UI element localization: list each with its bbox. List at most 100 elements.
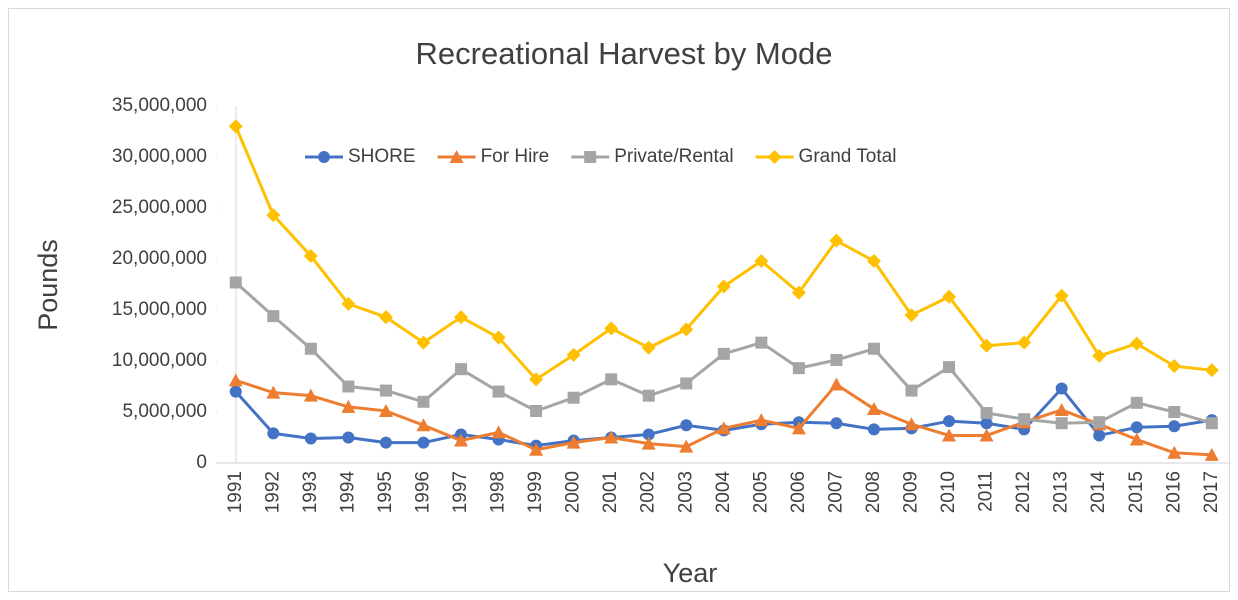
data-point (304, 342, 317, 355)
data-point (491, 330, 506, 345)
legend-label: For Hire (481, 146, 550, 167)
data-point (792, 362, 805, 375)
x-tick-label: 2002 (638, 471, 659, 513)
legend-item: For Hire (437, 146, 550, 167)
data-point (454, 433, 469, 447)
data-point (566, 435, 581, 449)
data-point (604, 321, 619, 336)
data-point (566, 347, 581, 362)
data-point (680, 377, 693, 390)
data-point (755, 336, 768, 349)
data-point (754, 254, 769, 269)
data-point (266, 385, 281, 399)
x-tick-label: 2015 (1126, 471, 1147, 513)
data-point (980, 407, 993, 420)
data-point (1092, 348, 1107, 363)
data-point (491, 425, 506, 439)
data-point (416, 418, 431, 432)
data-point (791, 421, 806, 435)
x-tick-label: 1991 (225, 471, 246, 513)
data-point (905, 384, 918, 397)
data-point (1017, 335, 1032, 350)
data-point (303, 388, 318, 402)
data-point (1168, 406, 1181, 418)
x-tick-label: 2006 (788, 471, 809, 513)
data-point (943, 415, 956, 428)
data-point (492, 385, 505, 398)
data-point (417, 436, 430, 449)
data-point (943, 361, 956, 374)
data-point (1093, 416, 1106, 429)
data-point (830, 417, 843, 430)
y-tick-label: 25,000,000 (112, 197, 207, 218)
data-point (341, 399, 356, 413)
data-point (342, 431, 355, 444)
data-point (341, 296, 356, 311)
data-point (342, 380, 355, 393)
legend-label: SHORE (348, 146, 416, 167)
data-point (228, 373, 243, 387)
y-tick-label: 10,000,000 (112, 350, 207, 371)
data-point (866, 254, 881, 269)
x-tick-label: 2001 (600, 471, 621, 513)
data-point (1129, 336, 1144, 351)
legend-marker (449, 150, 464, 163)
x-tick-label: 2011 (976, 471, 997, 512)
data-point (641, 436, 656, 450)
chart-border (8, 8, 1230, 592)
data-point (229, 276, 242, 289)
y-tick-label: 15,000,000 (112, 299, 207, 320)
data-point (830, 353, 843, 366)
data-point (717, 347, 730, 360)
data-point (567, 391, 580, 404)
x-axis-title: Year (663, 558, 718, 588)
data-point (266, 208, 281, 223)
x-tick-label: 2007 (825, 471, 846, 513)
legend-item: Grand Total (755, 146, 897, 167)
data-point (642, 428, 655, 441)
x-tick-label: 2009 (901, 471, 922, 513)
chart-title: Recreational Harvest by Mode (416, 36, 833, 71)
data-point (980, 417, 993, 430)
data-point (904, 308, 919, 323)
data-point (455, 363, 468, 376)
data-point (904, 417, 919, 431)
y-tick-label: 35,000,000 (112, 95, 207, 116)
data-point (529, 372, 544, 387)
y-tick-label: 5,000,000 (122, 401, 207, 422)
data-point (378, 310, 393, 325)
data-point (942, 428, 957, 442)
data-point (979, 338, 994, 353)
x-tick-label: 2014 (1088, 471, 1109, 514)
data-point (379, 436, 392, 449)
x-tick-label: 1999 (525, 471, 546, 513)
data-point (679, 322, 694, 337)
data-point (529, 442, 544, 456)
data-point (641, 340, 656, 355)
y-tick-label: 30,000,000 (112, 146, 207, 167)
data-point (791, 285, 806, 300)
legend-item: Private/Rental (571, 146, 734, 167)
data-point (416, 335, 431, 350)
data-point (604, 430, 619, 444)
legend-item: SHORE (305, 146, 416, 167)
x-tick-label: 2012 (1013, 471, 1034, 513)
data-point (866, 401, 881, 415)
data-point (942, 289, 957, 304)
x-tick-label: 1998 (488, 471, 509, 513)
data-point (417, 395, 430, 408)
data-point (679, 439, 694, 453)
data-point (267, 310, 280, 323)
legend-label: Grand Total (799, 146, 897, 167)
data-point (1204, 363, 1219, 378)
x-tick-label: 1993 (300, 471, 321, 513)
y-axis-title: Pounds (33, 239, 63, 331)
x-tick-label: 2000 (563, 471, 584, 513)
legend-marker (767, 150, 782, 164)
y-tick-label: 0 (196, 452, 207, 473)
y-tick-label: 20,000,000 (112, 248, 207, 269)
data-point (716, 421, 731, 435)
x-tick-label: 1994 (337, 471, 358, 514)
data-point (1018, 413, 1031, 426)
